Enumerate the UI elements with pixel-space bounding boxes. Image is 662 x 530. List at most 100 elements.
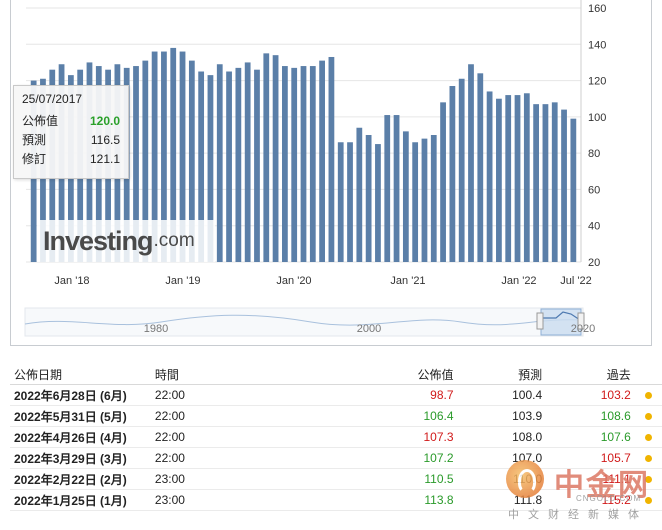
row-alert-icon[interactable]	[634, 489, 662, 511]
bar	[161, 51, 167, 262]
bar	[133, 66, 139, 262]
bar	[207, 75, 214, 262]
row-time: 23:00	[150, 468, 330, 490]
bar	[300, 66, 307, 262]
row-previous: 115.2	[546, 489, 635, 511]
tooltip-revised-label: 修訂	[22, 152, 47, 166]
navigator-handle-right[interactable]	[577, 312, 585, 330]
row-alert-icon[interactable]	[634, 405, 662, 427]
logo-suffix: .com	[153, 230, 195, 251]
bar	[514, 95, 521, 262]
row-forecast: 110.0	[457, 468, 547, 490]
table-row: 2022年1月25日 (1月) 23:00 113.8 111.8 115.2	[10, 489, 662, 511]
row-actual: 113.8	[329, 489, 458, 511]
header-previous[interactable]: 過去	[546, 364, 635, 385]
tooltip-date: 25/07/2017	[22, 92, 83, 106]
header-forecast[interactable]: 預測	[457, 364, 547, 385]
row-date: 2022年5月31日 (5月)	[10, 405, 151, 427]
bullet-icon	[644, 392, 652, 399]
bar	[384, 115, 391, 263]
bullet-icon	[644, 497, 652, 504]
bar	[244, 62, 251, 262]
table-row: 2022年6月28日 (6月) 22:00 98.7 100.4 103.2	[10, 384, 662, 406]
row-actual: 98.7	[329, 384, 458, 406]
bar	[486, 91, 493, 262]
bar	[533, 104, 540, 263]
row-alert-icon[interactable]	[634, 384, 662, 406]
bar	[551, 102, 558, 262]
row-time: 22:00	[150, 405, 330, 427]
bar	[328, 56, 335, 262]
x-tick-label: Jul '22	[560, 275, 591, 287]
bar	[402, 131, 409, 262]
row-date: 2022年2月22日 (2月)	[10, 468, 151, 490]
bar	[570, 118, 577, 263]
bar	[347, 142, 353, 262]
investing-logo: Investing .com	[37, 220, 215, 262]
row-alert-icon[interactable]	[634, 426, 662, 448]
bar	[291, 67, 298, 262]
row-date: 2022年6月28日 (6月)	[10, 384, 151, 406]
header-actual[interactable]: 公佈值	[329, 364, 458, 385]
row-alert-icon[interactable]	[634, 468, 662, 490]
tooltip-forecast-label: 預測	[22, 133, 47, 147]
bar	[179, 51, 186, 262]
navigator-label: 2000	[357, 323, 381, 335]
y-tick-label: 160	[588, 3, 606, 15]
bar	[430, 135, 437, 262]
bar	[421, 138, 428, 262]
bar	[356, 127, 363, 262]
bar	[254, 69, 260, 262]
y-tick-label: 40	[588, 221, 600, 233]
y-tick-label: 60	[588, 184, 600, 196]
bar	[449, 86, 456, 262]
header-date[interactable]: 公佈日期	[10, 364, 151, 385]
bar	[523, 93, 530, 263]
bar	[282, 66, 288, 262]
row-alert-icon[interactable]	[634, 447, 662, 469]
x-tick-label: Jan '20	[276, 275, 311, 287]
row-date: 2022年1月25日 (1月)	[10, 489, 151, 511]
navigator-handle-left[interactable]	[536, 312, 544, 330]
row-forecast: 111.8	[457, 489, 547, 511]
bar	[561, 109, 567, 262]
bar	[393, 115, 400, 263]
y-tick-label: 20	[588, 257, 600, 269]
bar	[458, 78, 465, 262]
row-previous: 107.6	[546, 426, 635, 448]
logo-brand: Investing	[43, 225, 154, 256]
bar	[151, 51, 158, 262]
bar	[188, 60, 195, 262]
x-tick-label: Jan '18	[54, 275, 89, 287]
row-forecast: 100.4	[457, 384, 547, 406]
x-tick-label: Jan '21	[390, 275, 425, 287]
table-header-row: 公佈日期 時間 公佈值 預測 過去	[10, 364, 662, 385]
bar	[216, 64, 223, 262]
bar	[440, 102, 446, 262]
row-forecast: 108.0	[457, 426, 547, 448]
bullet-icon	[644, 455, 652, 462]
bar	[319, 60, 325, 262]
bar	[375, 144, 381, 262]
row-previous: 108.6	[546, 405, 635, 427]
x-tick-label: Jan '19	[165, 275, 200, 287]
bar	[542, 104, 549, 263]
navigator-series	[24, 314, 584, 326]
navigator-label: 1980	[144, 323, 168, 335]
x-tick-label: Jan '22	[501, 275, 536, 287]
row-forecast: 107.0	[457, 447, 547, 469]
navigator-track	[24, 307, 584, 337]
tooltip-actual: 120.0	[89, 114, 120, 128]
row-time: 22:00	[150, 426, 330, 448]
bar	[505, 95, 512, 262]
bar	[337, 142, 344, 262]
bar	[170, 47, 177, 262]
row-date: 2022年3月29日 (3月)	[10, 447, 151, 469]
header-time[interactable]: 時間	[150, 364, 330, 385]
table-row: 2022年3月29日 (3月) 22:00 107.2 107.0 105.7	[10, 447, 662, 469]
table-row: 2022年2月22日 (2月) 23:00 110.5 110.0 111.1	[10, 468, 662, 490]
bar	[468, 64, 474, 262]
row-actual: 107.3	[329, 426, 458, 448]
row-previous: 111.1	[546, 468, 635, 490]
row-forecast: 103.9	[457, 405, 547, 427]
